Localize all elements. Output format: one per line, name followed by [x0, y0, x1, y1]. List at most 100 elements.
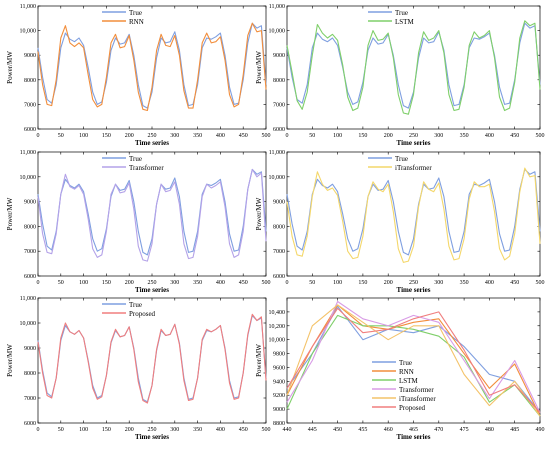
- x-tick-label: 300: [170, 427, 179, 433]
- x-tick-label: 150: [358, 280, 367, 286]
- legend-label: Transformer: [399, 386, 434, 394]
- y-tick-label: 10,000: [269, 175, 286, 181]
- x-tick-label: 250: [148, 280, 157, 286]
- y-tick-label: 7000: [24, 102, 36, 108]
- y-tick-label: 10,000: [269, 29, 286, 35]
- legend-label: Proposed: [129, 310, 156, 318]
- series-line-rnn: [37, 22, 267, 112]
- x-tick-label: 350: [193, 280, 202, 286]
- legend-label: iTransformer: [395, 164, 432, 172]
- series-line-true: [37, 22, 267, 109]
- y-tick-label: 8000: [273, 78, 285, 84]
- y-tick-label: 6000: [24, 421, 36, 427]
- plot-frame-0: [37, 5, 267, 130]
- x-tick-label: 100: [79, 427, 88, 433]
- y-tick-label: 10,400: [269, 310, 286, 316]
- x-tick-label: 350: [460, 280, 469, 286]
- series-line-lstm: [286, 20, 541, 115]
- x-tick-label: 400: [216, 280, 225, 286]
- x-axis-label: Time series: [135, 139, 169, 147]
- y-tick-label: 6000: [24, 274, 36, 280]
- y-tick-label: 10,000: [20, 29, 37, 35]
- x-tick-label: 300: [434, 280, 443, 286]
- legend-label: True: [395, 9, 408, 17]
- series-line-rnn: [286, 304, 541, 417]
- x-tick-label: 50: [309, 133, 315, 139]
- y-tick-label: 10,200: [269, 324, 286, 330]
- y-axis-label: Power/MW: [255, 197, 263, 230]
- x-axis-label: Time series: [135, 286, 169, 294]
- x-tick-label: 300: [170, 133, 179, 139]
- x-tick-label: 150: [102, 133, 111, 139]
- x-tick-label: 200: [384, 280, 393, 286]
- y-tick-label: 9000: [24, 346, 36, 352]
- x-axis-label: Time series: [397, 433, 431, 441]
- x-tick-label: 300: [434, 133, 443, 139]
- series-line-transformer: [37, 168, 267, 262]
- y-tick-label: 11,000: [20, 4, 36, 10]
- x-tick-label: 200: [125, 427, 134, 433]
- y-axis-label: Power/MW: [6, 51, 14, 84]
- y-axis-label: Power/MW: [255, 51, 263, 84]
- x-tick-label: 500: [262, 280, 271, 286]
- y-tick-label: 11,000: [269, 150, 285, 156]
- y-tick-label: 8000: [273, 224, 285, 230]
- series-line-lstm: [286, 314, 541, 417]
- x-tick-label: 455: [358, 427, 367, 433]
- x-tick-label: 500: [536, 133, 545, 139]
- y-tick-label: 9200: [273, 393, 285, 399]
- x-tick-label: 465: [409, 427, 418, 433]
- y-axis-label: Power/MW: [6, 197, 14, 230]
- y-tick-label: 9000: [273, 407, 285, 413]
- legend-label: LSTM: [395, 18, 414, 26]
- x-tick-label: 400: [485, 133, 494, 139]
- y-tick-label: 10,000: [20, 321, 37, 327]
- y-tick-label: 9000: [273, 200, 285, 206]
- series-line-proposed: [37, 313, 267, 404]
- x-tick-label: 500: [262, 133, 271, 139]
- x-tick-label: 400: [485, 280, 494, 286]
- legend-label: RNN: [399, 368, 414, 376]
- x-tick-label: 480: [485, 427, 494, 433]
- series-line-proposed: [286, 307, 541, 413]
- legend-label: LSTM: [399, 377, 418, 385]
- x-tick-label: 475: [460, 427, 469, 433]
- y-tick-label: 7000: [24, 396, 36, 402]
- x-tick-label: 0: [286, 133, 289, 139]
- x-tick-label: 440: [283, 427, 292, 433]
- x-tick-label: 350: [193, 133, 202, 139]
- series-line-itransformer: [286, 304, 541, 417]
- x-tick-label: 350: [460, 133, 469, 139]
- y-tick-label: 8000: [24, 224, 36, 230]
- x-tick-label: 450: [333, 427, 342, 433]
- x-tick-label: 50: [58, 280, 64, 286]
- y-tick-label: 11,000: [20, 150, 36, 156]
- legend-label: Transformer: [129, 164, 164, 172]
- x-tick-label: 0: [37, 280, 40, 286]
- legend-label: True: [399, 359, 412, 367]
- x-axis-label: Time series: [135, 433, 169, 441]
- y-tick-label: 8800: [273, 421, 285, 427]
- y-tick-label: 11,000: [269, 4, 285, 10]
- x-axis-label: Time series: [397, 286, 431, 294]
- x-tick-label: 500: [262, 427, 271, 433]
- y-tick-label: 6000: [24, 127, 36, 133]
- x-tick-label: 500: [536, 280, 545, 286]
- y-tick-label: 7000: [273, 102, 285, 108]
- x-tick-label: 250: [148, 427, 157, 433]
- x-tick-label: 200: [125, 280, 134, 286]
- legend-label: RNN: [129, 18, 144, 26]
- x-tick-label: 400: [216, 133, 225, 139]
- y-tick-label: 8000: [24, 78, 36, 84]
- x-tick-label: 0: [37, 427, 40, 433]
- y-tick-label: 6000: [273, 274, 285, 280]
- x-tick-label: 200: [125, 133, 134, 139]
- y-tick-label: 10,000: [269, 338, 286, 344]
- x-tick-label: 100: [79, 133, 88, 139]
- series-line-true: [37, 314, 267, 403]
- y-tick-label: 9800: [273, 352, 285, 358]
- x-tick-label: 100: [79, 280, 88, 286]
- x-tick-label: 250: [409, 133, 418, 139]
- x-tick-label: 50: [309, 280, 315, 286]
